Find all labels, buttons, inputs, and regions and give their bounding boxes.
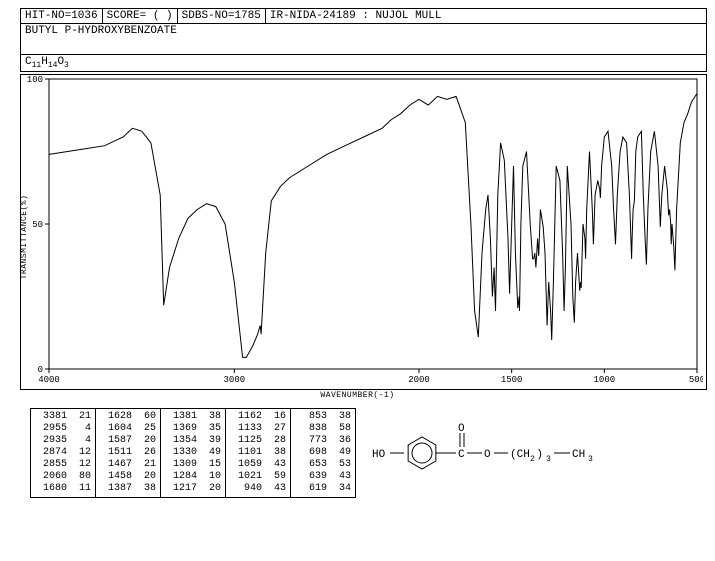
peak-column: 3381212955429354287412285512206080168011: [31, 409, 96, 497]
peak-row: 133049: [165, 447, 221, 459]
score-cell: SCORE= ( ): [103, 9, 178, 23]
peak-column: 1162161133271125281101381059431021599404…: [226, 409, 291, 497]
svg-text:3000: 3000: [224, 375, 246, 385]
peak-row: 116216: [230, 411, 286, 423]
peak-row: 128410: [165, 471, 221, 483]
svg-text:100: 100: [27, 75, 43, 85]
peak-row: 135439: [165, 435, 221, 447]
svg-text:3: 3: [546, 455, 551, 464]
peak-row: 110138: [230, 447, 286, 459]
peak-table: 3381212955429354287412285512206080168011…: [30, 408, 356, 498]
peak-row: 158720: [100, 435, 156, 447]
svg-text:2: 2: [530, 455, 535, 464]
peak-row: 338121: [35, 411, 91, 423]
svg-text:0: 0: [38, 365, 43, 375]
peak-row: 285512: [35, 459, 91, 471]
peak-row: 136935: [165, 423, 221, 435]
formula: C11H14O3: [25, 56, 69, 68]
peak-row: 112528: [230, 435, 286, 447]
peak-row: 83858: [295, 423, 351, 435]
peak-row: 121720: [165, 483, 221, 495]
svg-text:3: 3: [588, 455, 593, 464]
svg-text:CH: CH: [572, 449, 585, 461]
peak-row: 29554: [35, 423, 91, 435]
peak-row: 85338: [295, 411, 351, 423]
peak-row: 102159: [230, 471, 286, 483]
peak-column: 1381381369351354391330491309151284101217…: [161, 409, 226, 497]
peak-row: 130915: [165, 459, 221, 471]
svg-text:O: O: [484, 449, 491, 461]
structure-diagram: HOCOO(CH )23CH3: [370, 413, 707, 493]
peak-row: 63943: [295, 471, 351, 483]
spectrum-svg: 0 50 100 4000 3000 2000 1500 1000 500: [21, 75, 703, 385]
formula-row: C11H14O3: [20, 55, 707, 72]
peak-column: 1628601604251587201511261467211458201387…: [96, 409, 161, 497]
peak-row: 69849: [295, 447, 351, 459]
spectrum-chart: 0 50 100 4000 3000 2000 1500 1000 500: [20, 74, 707, 390]
peak-row: 77336: [295, 435, 351, 447]
peak-row: 65353: [295, 459, 351, 471]
peak-row: 105943: [230, 459, 286, 471]
svg-text:2000: 2000: [408, 375, 430, 385]
header-row: HIT-NO=1036 SCORE= ( ) SDBS-NO=1785 IR-N…: [20, 8, 707, 24]
svg-text:500: 500: [689, 375, 703, 385]
svg-text:1500: 1500: [501, 375, 523, 385]
peak-row: 162860: [100, 411, 156, 423]
compound-name-row: BUTYL P-HYDROXYBENZOATE: [20, 24, 707, 55]
peak-row: 29354: [35, 435, 91, 447]
peak-row: 138138: [165, 411, 221, 423]
peak-row: 160425: [100, 423, 156, 435]
svg-text:C: C: [458, 449, 465, 461]
sdbs-no-cell: SDBS-NO=1785: [178, 9, 266, 23]
svg-text:4000: 4000: [38, 375, 60, 385]
peak-row: 113327: [230, 423, 286, 435]
peak-row: 145820: [100, 471, 156, 483]
peak-row: 151126: [100, 447, 156, 459]
peak-row: 287412: [35, 447, 91, 459]
svg-text:HO: HO: [372, 449, 386, 461]
structure-svg: HOCOO(CH )23CH3: [370, 413, 630, 493]
svg-text:50: 50: [32, 220, 43, 230]
peak-row: 206080: [35, 471, 91, 483]
peak-row: 168011: [35, 483, 91, 495]
svg-text:O: O: [458, 423, 465, 435]
peak-row: 138738: [100, 483, 156, 495]
peak-row: 61934: [295, 483, 351, 495]
svg-text:1000: 1000: [594, 375, 616, 385]
hit-no-cell: HIT-NO=1036: [21, 9, 103, 23]
compound-name: BUTYL P-HYDROXYBENZOATE: [25, 25, 177, 37]
svg-text:(CH ): (CH ): [510, 449, 543, 461]
peak-column: 85338838587733669849653536394361934: [291, 409, 355, 497]
peak-row: 146721: [100, 459, 156, 471]
ir-info-cell: IR-NIDA-24189 : NUJOL MULL: [266, 9, 706, 23]
peak-row: 94043: [230, 483, 286, 495]
footer-region: 3381212955429354287412285512206080168011…: [30, 408, 707, 498]
x-axis-label: WAVENUMBER(-1): [0, 391, 715, 400]
